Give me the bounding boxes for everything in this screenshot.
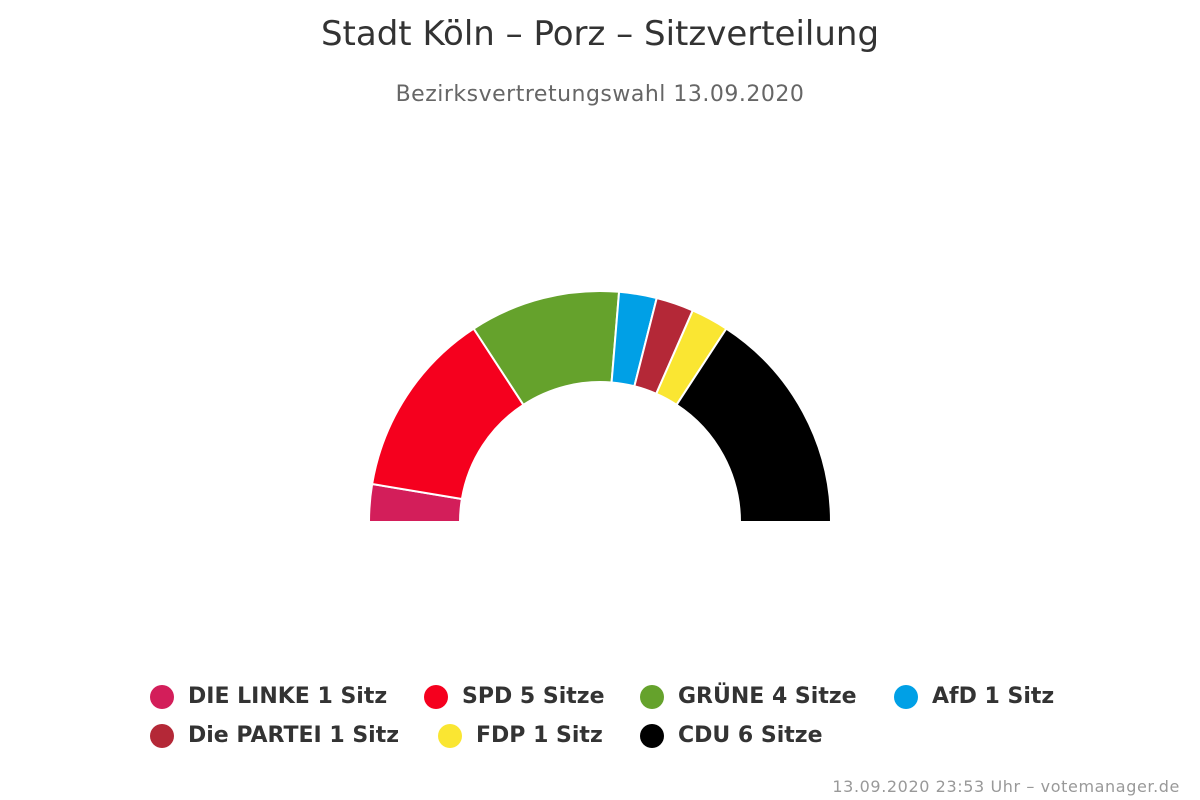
legend-label: DIE LINKE 1 Sitz xyxy=(188,684,388,709)
legend-item-fdp[interactable]: FDP 1 Sitz xyxy=(438,723,603,748)
legend-marker xyxy=(640,684,664,709)
slice-cdu[interactable] xyxy=(675,327,832,523)
legend-item-spd[interactable]: SPD 5 Sitze xyxy=(424,684,604,709)
credits[interactable]: 13.09.2020 23:53 Uhr – votemanager.de xyxy=(832,777,1180,796)
legend-marker xyxy=(640,723,664,748)
legend-label: AfD 1 Sitz xyxy=(932,684,1055,709)
legend-item-cdu[interactable]: CDU 6 Sitze xyxy=(640,723,823,748)
legend-label: SPD 5 Sitze xyxy=(462,684,605,709)
legend-marker xyxy=(424,684,448,709)
legend-marker xyxy=(894,684,918,709)
legend-item-grüne[interactable]: GRÜNE 4 Sitze xyxy=(640,684,857,709)
legend-item-die-linke[interactable]: DIE LINKE 1 Sitz xyxy=(150,684,387,709)
chart-subtitle: Bezirksvertretungswahl 13.09.2020 xyxy=(395,82,805,107)
chart-title: Stadt Köln – Porz – Sitzverteilung xyxy=(320,14,880,54)
legend-item-die-partei[interactable]: Die PARTEI 1 Sitz xyxy=(150,723,399,748)
legend-marker xyxy=(150,684,174,709)
legend-label: Die PARTEI 1 Sitz xyxy=(188,723,400,748)
legend-label: CDU 6 Sitze xyxy=(678,723,823,748)
legend-item-afd[interactable]: AfD 1 Sitz xyxy=(894,684,1054,709)
legend-marker xyxy=(438,723,462,748)
legend-label: FDP 1 Sitz xyxy=(476,723,603,748)
legend-marker xyxy=(150,723,174,748)
legend-label: GRÜNE 4 Sitze xyxy=(678,684,857,709)
